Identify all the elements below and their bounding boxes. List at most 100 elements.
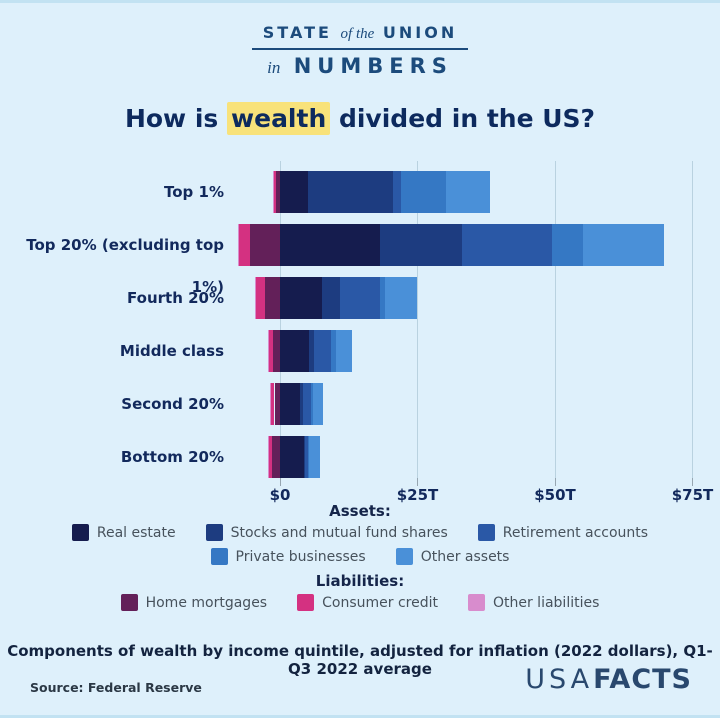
legend-item: Other assets (395, 548, 510, 565)
legend-swatch (210, 548, 228, 565)
bar-segment (401, 171, 447, 213)
legend-liabilities-row: Home mortgages Consumer credit Other liabi… (0, 594, 720, 611)
chart-legend: Assets: Real estate Stocks and mutual fun… (0, 500, 720, 618)
row-label: Top 20% (excluding top 1%) (26, 236, 224, 296)
masthead-divider (252, 48, 468, 50)
masthead: STATE of the UNION in NUMBERS (0, 3, 720, 78)
legend-swatch (205, 524, 223, 541)
row-label: Bottom 20% (120, 448, 224, 466)
legend-swatch (71, 524, 89, 541)
legend-item: Private businesses (210, 548, 366, 565)
legend-item-label: Retirement accounts (502, 524, 649, 541)
axis-tick-$50T (554, 478, 556, 486)
bar-segment (304, 436, 308, 478)
row-label: Middle class (119, 342, 224, 360)
bar-segment (392, 171, 401, 213)
axis-tick-label: $0 (269, 486, 291, 504)
legend-item: Stocks and mutual fund shares (205, 524, 448, 541)
title-highlight: wealth (227, 102, 331, 135)
bar-segment (270, 383, 275, 425)
bar-segment (330, 330, 336, 372)
logo-facts: FACTS (593, 664, 692, 695)
legend-assets-row-1: Real estate Stocks and mutual fund shares… (0, 524, 720, 541)
chart-plot: $0 $25T $50T $75T Top 1% Top 20% (excluding t… (0, 153, 720, 505)
bar-segment (267, 436, 269, 478)
bar-segment (552, 224, 583, 266)
bar-segment (268, 330, 269, 372)
bar-segment (280, 171, 308, 213)
legend-item-label: Stocks and mutual fund shares (230, 524, 448, 541)
bar-segment (321, 277, 340, 319)
bar-segment (310, 383, 313, 425)
bar-segment (249, 224, 280, 266)
legend-item-label: Consumer credit (322, 594, 438, 611)
bar-segment (239, 224, 250, 266)
legend-assets-heading: Assets: (329, 502, 391, 520)
bar-segment (256, 277, 266, 319)
legend-item-label: Other assets (420, 548, 510, 565)
bar-segment (313, 330, 331, 372)
bar-segment (274, 383, 280, 425)
bar-segment (254, 277, 257, 319)
legend-item: Other liabilities (467, 594, 599, 611)
masthead-line1: STATE of the UNION (0, 23, 720, 43)
bar-segment (280, 224, 381, 266)
bar-segment (280, 383, 301, 425)
bar-segment (273, 171, 277, 213)
gridline-$75T (692, 161, 693, 478)
masthead-state: STATE (262, 23, 332, 42)
legend-item: Home mortgages (120, 594, 268, 611)
legend-swatch (395, 548, 413, 565)
legend-item-label: Real estate (96, 524, 176, 541)
bar-segment (380, 277, 386, 319)
legend-assets-row-2: Private businesses Other assets (0, 548, 720, 565)
axis-tick-$0 (279, 478, 281, 486)
bar-segment (308, 330, 314, 372)
masthead-union: UNION (382, 23, 458, 42)
bar-segment (265, 277, 280, 319)
bar-segment (302, 383, 311, 425)
bar-segment (380, 224, 463, 266)
legend-item-label: Private businesses (235, 548, 366, 565)
bar-segment (280, 436, 304, 478)
chart-caption: Components of wealth by income quintile,… (7, 642, 713, 678)
bar-segment (280, 277, 322, 319)
bar-segment (270, 383, 271, 425)
bar-segment (273, 330, 280, 372)
masthead-of-the: of the (340, 26, 375, 42)
row-label: Top 1% (164, 183, 224, 201)
legend-liabilities-heading: Liabilities: (315, 572, 405, 590)
usafacts-logo: USAFACTS (525, 664, 692, 695)
bar-segment (307, 171, 393, 213)
bar-segment (276, 171, 280, 213)
gridline-$25T (417, 161, 418, 478)
bar-segment (307, 436, 310, 478)
bar-segment (462, 224, 553, 266)
bar-segment (339, 277, 381, 319)
title-post: divided in the US? (330, 104, 596, 133)
bar-segment (300, 383, 303, 425)
bar-segment (269, 330, 274, 372)
bar-segment (268, 436, 273, 478)
bar-segment (335, 330, 353, 372)
axis-tick-label: $25T (396, 486, 439, 504)
bar-segment (280, 330, 309, 372)
axis-tick-$25T (417, 478, 418, 486)
masthead-in: in (267, 58, 281, 77)
legend-item: Real estate (71, 524, 176, 541)
axis-tick-$75T (692, 478, 693, 486)
masthead-line2: in NUMBERS (0, 54, 720, 78)
legend-item-label: Home mortgages (145, 594, 268, 611)
gridline-$50T (554, 161, 556, 478)
bar-segment (582, 224, 665, 266)
bar-segment (237, 224, 240, 266)
bar-segment (313, 383, 324, 425)
bar-segment (309, 436, 321, 478)
axis-tick-label: $75T (671, 486, 714, 504)
title-pre: How is (124, 104, 228, 133)
legend-item: Retirement accounts (477, 524, 649, 541)
legend-swatch (297, 594, 315, 611)
gridline-$0 (279, 161, 281, 478)
row-label: Fourth 20% (127, 289, 224, 307)
